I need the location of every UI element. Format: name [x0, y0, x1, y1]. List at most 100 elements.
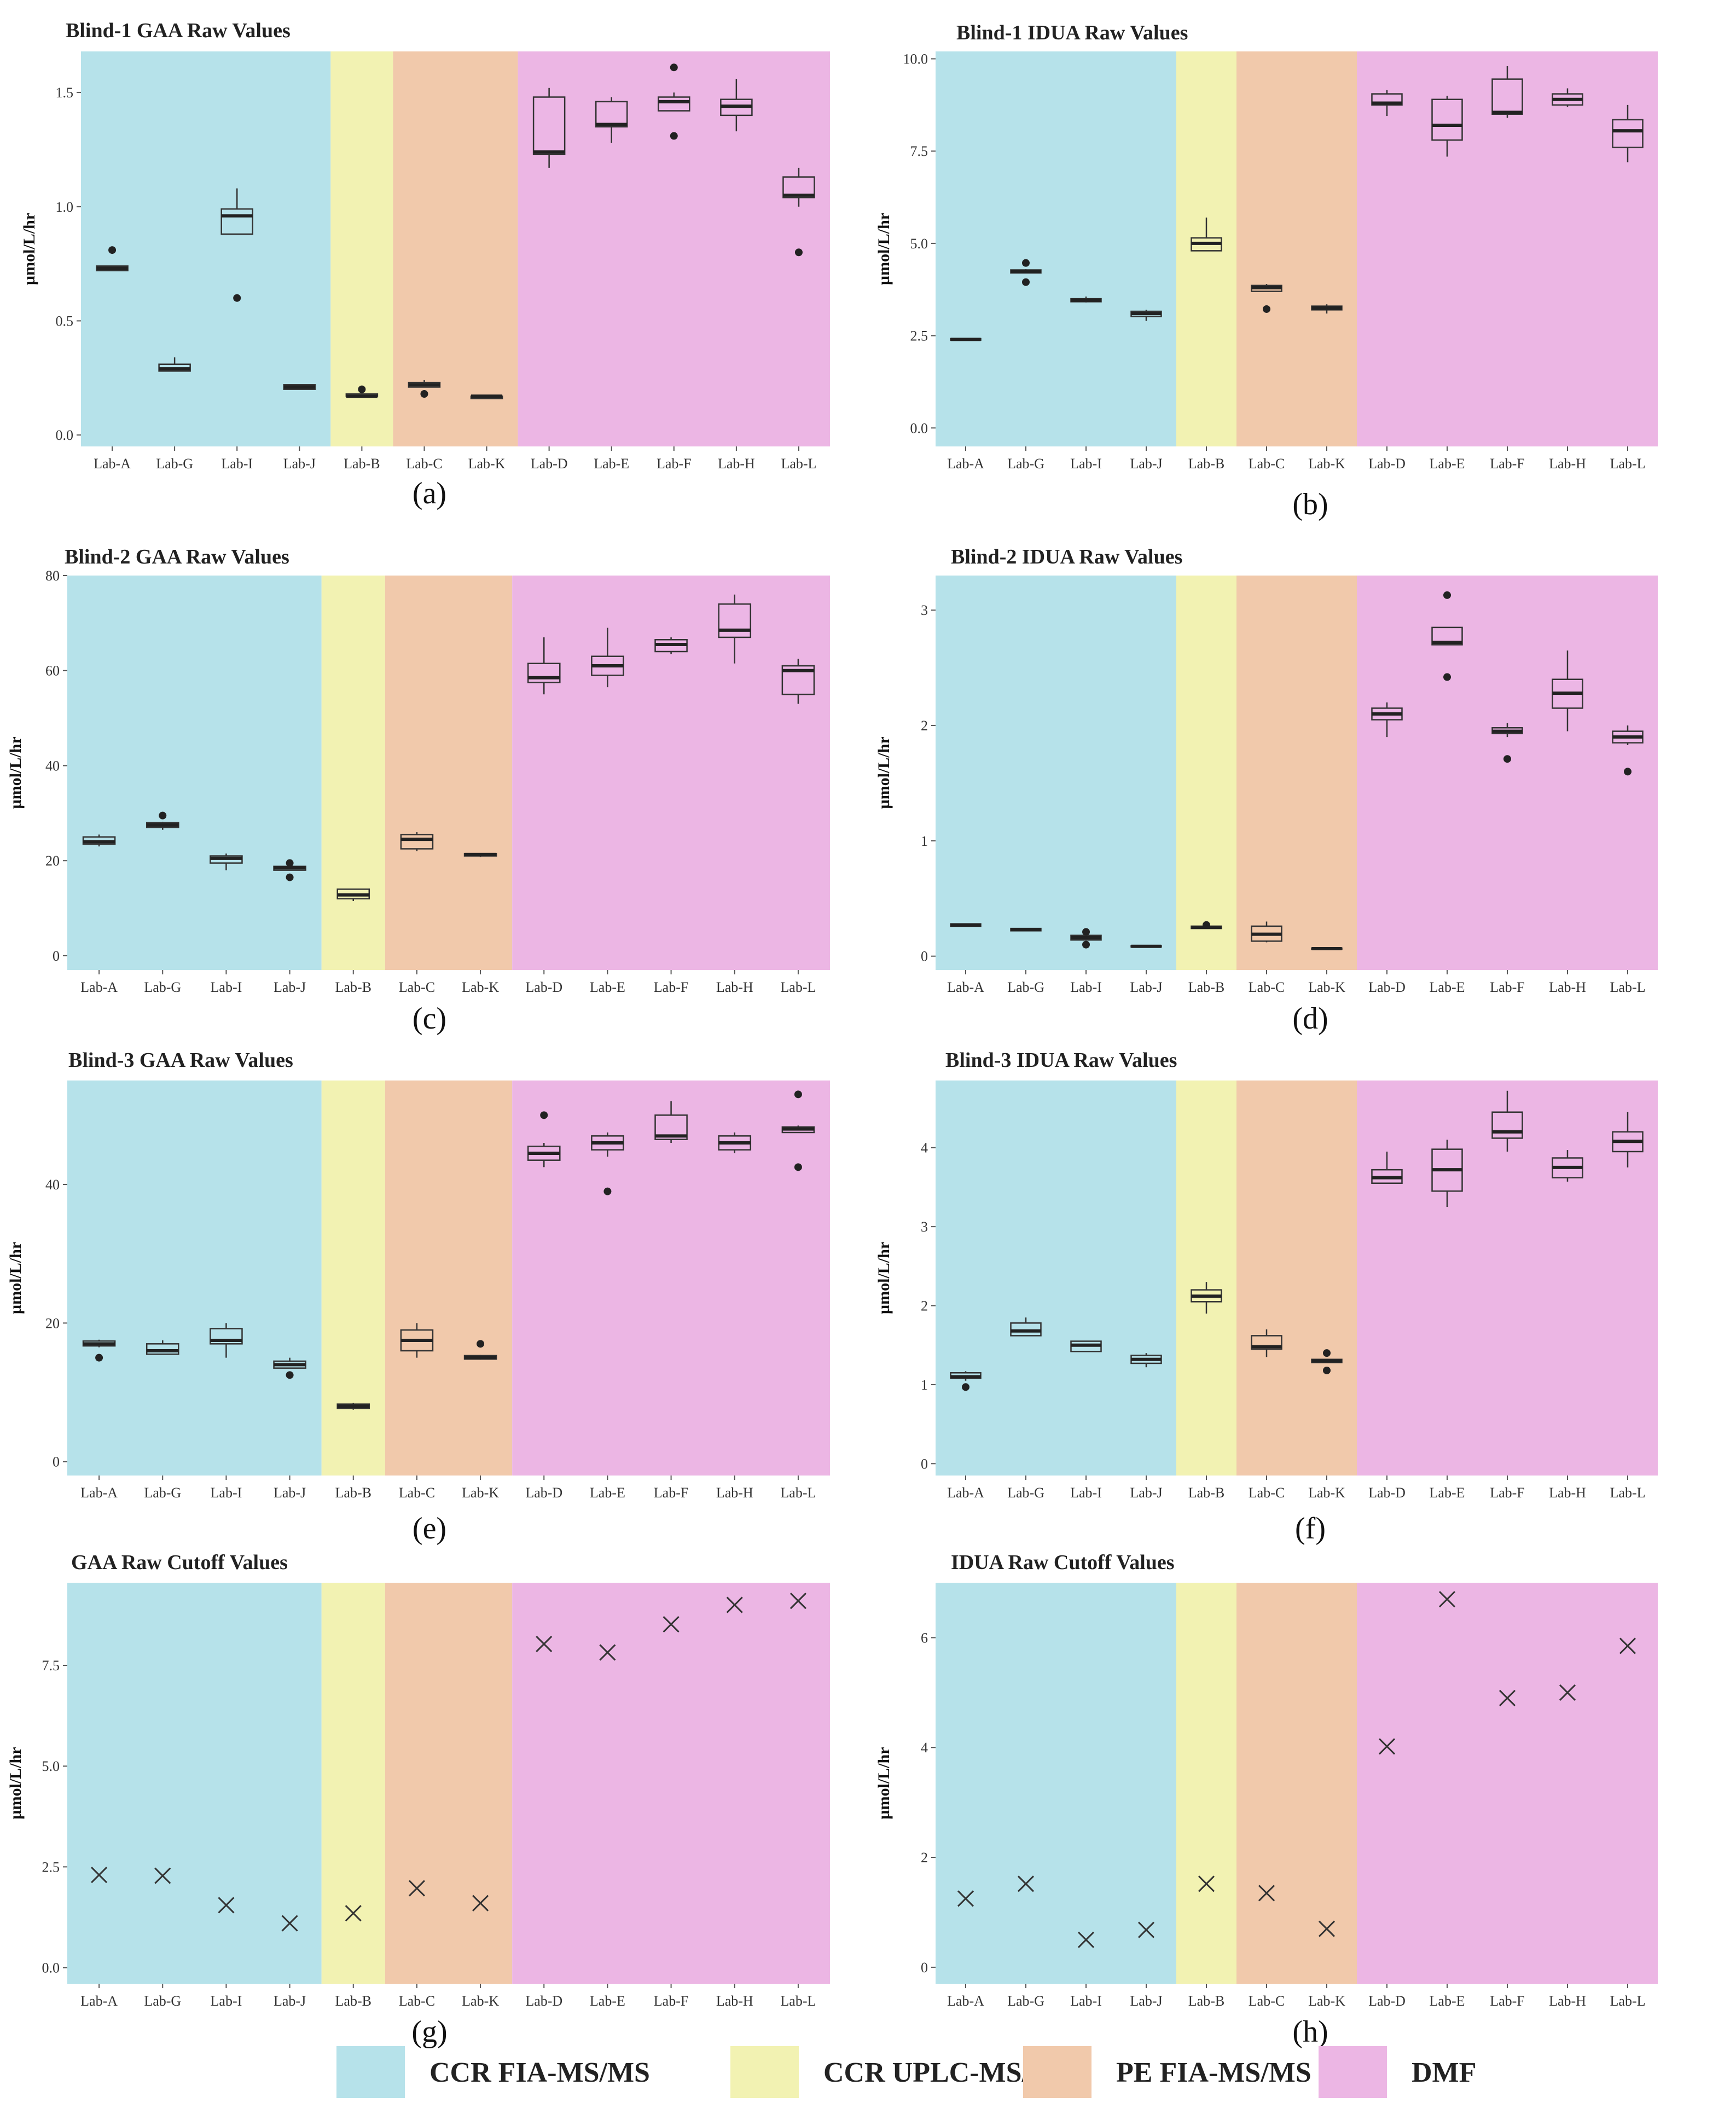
x-tick-label: Lab-H — [716, 1993, 753, 2009]
y-tick-label: 2.5 — [910, 328, 928, 344]
x-tick-label: Lab-J — [1130, 456, 1162, 472]
x-tick-label: Lab-C — [1249, 456, 1285, 472]
x-tick-label: Lab-H — [1549, 456, 1586, 472]
x-tick-label: Lab-J — [274, 1993, 306, 2009]
cutoff-marker — [1619, 1637, 1636, 1654]
method-band-dmf — [512, 576, 830, 970]
method-band-ccr-fia-ms-ms — [936, 1583, 1176, 1984]
y-axis-label: µmol/L/hr — [7, 1747, 25, 1819]
outlier-point — [286, 859, 294, 867]
box — [658, 96, 690, 112]
x-tick-label: Lab-E — [1430, 456, 1465, 472]
y-tick-label: 60 — [45, 663, 60, 679]
y-tick-label: 0 — [921, 1960, 928, 1976]
chart-title: GAA Raw Cutoff Values — [71, 1551, 288, 1574]
x-tick-label: Lab-A — [947, 456, 984, 472]
method-band-ccr-fia-ms-ms — [67, 1583, 322, 1984]
x-tick-label: Lab-J — [274, 979, 306, 995]
method-band-pe-fia-ms-ms — [1236, 1081, 1357, 1476]
x-tick-label: Lab-H — [718, 456, 755, 472]
cutoff-marker — [536, 1635, 553, 1653]
method-band-ccr-fia-ms-ms — [936, 1081, 1176, 1476]
method-band-ccr-fia-ms-ms — [936, 576, 1176, 970]
box — [532, 96, 566, 155]
cutoff-marker — [1258, 1885, 1275, 1902]
x-tick-label: Lab-H — [1549, 979, 1586, 995]
x-tick-label: Lab-A — [80, 1485, 118, 1501]
y-tick-label: 20 — [45, 1315, 60, 1331]
x-tick-label: Lab-K — [462, 1993, 499, 2009]
x-tick-label: Lab-E — [1430, 979, 1465, 995]
method-band-dmf — [1357, 576, 1658, 970]
x-tick-label: Lab-D — [1368, 456, 1406, 472]
cutoff-marker — [1198, 1875, 1215, 1892]
x-tick-label: Lab-K — [462, 979, 499, 995]
outlier-point — [1082, 940, 1090, 949]
outlier-point — [1082, 928, 1090, 936]
x-tick-label: Lab-K — [1308, 1993, 1345, 2009]
y-tick-label: 2 — [921, 1850, 928, 1866]
method-band-dmf — [1357, 1583, 1658, 1984]
legend-item: DMF — [1319, 2046, 1476, 2098]
outlier-point — [603, 1187, 612, 1195]
method-band-pe-fia-ms-ms — [1236, 51, 1357, 446]
x-tick-label: Lab-L — [1610, 456, 1646, 472]
cutoff-marker — [281, 1915, 298, 1932]
outlier-point — [962, 1383, 969, 1391]
panel-label: (c) — [413, 1002, 446, 1036]
outlier-point — [1022, 259, 1030, 267]
method-band-ccr-fia-ms-ms — [67, 1081, 322, 1476]
x-tick-label: Lab-I — [211, 979, 242, 995]
box — [1491, 1111, 1523, 1139]
x-tick-label: Lab-K — [1308, 979, 1345, 995]
panel-label: (b) — [1292, 487, 1328, 521]
method-band-pe-fia-ms-ms — [385, 1583, 513, 1984]
x-tick-label: Lab-H — [1549, 1993, 1586, 2009]
y-tick-label: 5.0 — [42, 1758, 60, 1774]
outlier-point — [794, 248, 803, 257]
x-tick-label: Lab-K — [1308, 456, 1345, 472]
legend-swatch — [1023, 2046, 1091, 2098]
outlier-point — [1503, 755, 1511, 763]
y-tick-label: 5.0 — [910, 236, 928, 252]
outlier-point — [794, 1163, 802, 1171]
y-tick-label: 40 — [45, 1177, 60, 1193]
cutoff-marker — [91, 1867, 108, 1884]
y-tick-label: 6 — [921, 1630, 928, 1646]
chart-title: Blind-1 IDUA Raw Values — [956, 21, 1188, 44]
method-band-pe-fia-ms-ms — [385, 1081, 513, 1476]
cutoff-marker — [472, 1895, 489, 1912]
x-tick-label: Lab-D — [525, 1993, 562, 2009]
chart-panel-3: 0 20 40 60 80 Lab-A Lab-G Lab-I Lab-J Lab-B Lab-C L… — [7, 545, 830, 1036]
outlier-point — [286, 873, 294, 881]
x-tick-label: Lab-I — [1070, 456, 1102, 472]
x-tick-label: Lab-G — [144, 1993, 181, 2009]
x-tick-label: Lab-A — [947, 1993, 984, 2009]
method-band-ccr-uplc-ms-ms — [330, 51, 393, 446]
panel-label: (f) — [1295, 1512, 1326, 1546]
outlier-point — [1022, 278, 1030, 286]
x-tick-label: Lab-L — [781, 456, 816, 472]
x-tick-label: Lab-C — [1249, 1993, 1285, 2009]
x-tick-label: Lab-B — [1188, 456, 1224, 472]
y-tick-label: 0 — [53, 948, 60, 964]
method-band-pe-fia-ms-ms — [1236, 1583, 1357, 1984]
y-tick-label: 1 — [921, 833, 928, 849]
x-tick-label: Lab-J — [283, 456, 316, 472]
method-band-pe-fia-ms-ms — [1236, 576, 1357, 970]
method-band-pe-fia-ms-ms — [385, 576, 513, 970]
y-tick-label: 0.0 — [56, 427, 74, 443]
x-tick-label: Lab-G — [1007, 979, 1044, 995]
y-tick-label: 0 — [921, 1456, 928, 1472]
x-tick-label: Lab-G — [156, 456, 193, 472]
chart-title: Blind-2 IDUA Raw Values — [951, 545, 1182, 568]
method-band-dmf — [512, 1583, 830, 1984]
x-tick-label: Lab-F — [654, 979, 689, 995]
x-tick-label: Lab-F — [1490, 979, 1525, 995]
x-tick-label: Lab-E — [590, 979, 625, 995]
x-tick-label: Lab-D — [525, 979, 562, 995]
outlier-point — [1443, 673, 1451, 681]
x-tick-label: Lab-F — [657, 456, 692, 472]
box — [1612, 119, 1644, 148]
